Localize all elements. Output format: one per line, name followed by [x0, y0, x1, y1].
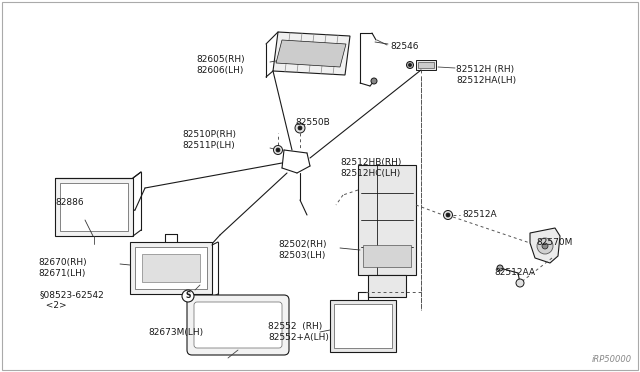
Bar — [330, 300, 396, 352]
Circle shape — [406, 61, 413, 68]
Bar — [416, 60, 436, 70]
Bar — [55, 178, 133, 236]
Circle shape — [298, 126, 302, 130]
Circle shape — [446, 213, 450, 217]
Bar — [363, 245, 411, 267]
Text: 82512A: 82512A — [462, 210, 497, 219]
Text: 82502(RH)
82503(LH): 82502(RH) 82503(LH) — [278, 240, 326, 260]
Polygon shape — [530, 228, 560, 263]
Circle shape — [542, 243, 548, 249]
Circle shape — [516, 279, 524, 287]
Text: 82673M(LH): 82673M(LH) — [148, 328, 203, 337]
Circle shape — [276, 148, 280, 152]
Text: 82605(RH)
82606(LH): 82605(RH) 82606(LH) — [196, 55, 244, 75]
Text: 82512H (RH)
82512HA(LH): 82512H (RH) 82512HA(LH) — [456, 65, 516, 85]
Text: 82552  (RH)
82552+A(LH): 82552 (RH) 82552+A(LH) — [268, 322, 329, 342]
FancyBboxPatch shape — [194, 302, 282, 348]
Bar — [130, 242, 212, 294]
Bar — [368, 275, 406, 297]
Bar — [358, 165, 416, 275]
Circle shape — [371, 78, 377, 84]
Bar — [418, 62, 434, 68]
Text: 82512HB(RH)
82512HC(LH): 82512HB(RH) 82512HC(LH) — [340, 158, 401, 178]
Text: §08523-62542
  <2>: §08523-62542 <2> — [40, 290, 105, 310]
Text: 82510P(RH)
82511P(LH): 82510P(RH) 82511P(LH) — [182, 130, 236, 150]
Bar — [135, 247, 207, 289]
Polygon shape — [276, 40, 346, 67]
Text: iRP50000: iRP50000 — [592, 355, 632, 364]
Bar — [142, 254, 200, 282]
Circle shape — [444, 211, 452, 219]
Text: 82512AA: 82512AA — [494, 268, 535, 277]
FancyBboxPatch shape — [187, 295, 289, 355]
Text: 82546: 82546 — [390, 42, 419, 51]
Circle shape — [537, 238, 553, 254]
Circle shape — [408, 64, 412, 67]
Text: S: S — [186, 292, 191, 301]
Text: 82550B: 82550B — [295, 118, 330, 127]
Circle shape — [273, 145, 282, 154]
Circle shape — [182, 290, 194, 302]
Circle shape — [295, 123, 305, 133]
Text: 82886: 82886 — [55, 198, 84, 207]
Bar — [60, 183, 128, 231]
Polygon shape — [273, 32, 350, 75]
Text: 82670(RH)
82671(LH): 82670(RH) 82671(LH) — [38, 258, 86, 278]
Circle shape — [497, 265, 503, 271]
Bar — [334, 304, 392, 348]
Text: 82570M: 82570M — [536, 238, 572, 247]
